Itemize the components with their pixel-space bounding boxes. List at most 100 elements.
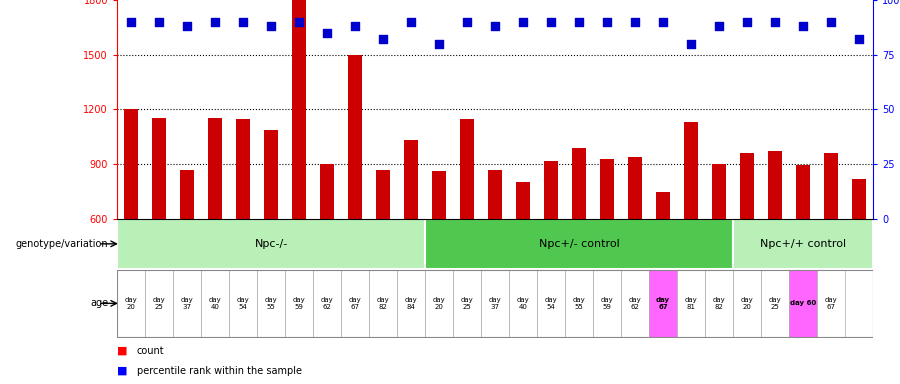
Bar	[425, 219, 733, 269]
Text: percentile rank within the sample: percentile rank within the sample	[137, 366, 302, 376]
Bar	[817, 270, 845, 336]
Bar	[432, 171, 446, 219]
Text: day
55: day 55	[572, 297, 585, 310]
Point	[599, 19, 614, 25]
Text: day
40: day 40	[517, 297, 529, 310]
Bar	[376, 170, 390, 219]
Bar	[404, 141, 418, 219]
Bar	[684, 122, 698, 219]
Bar	[544, 161, 558, 219]
Point	[544, 19, 558, 25]
Point	[572, 19, 586, 25]
Bar	[768, 151, 782, 219]
Point	[376, 36, 391, 43]
Bar	[565, 270, 593, 336]
Text: ■: ■	[117, 346, 131, 356]
Text: day
84: day 84	[405, 297, 418, 310]
Bar	[117, 219, 425, 269]
Bar	[649, 270, 677, 336]
Text: ■: ■	[117, 366, 131, 376]
Point	[264, 23, 278, 29]
Bar	[516, 182, 530, 219]
Point	[768, 19, 782, 25]
Point	[347, 23, 362, 29]
Bar	[460, 119, 474, 219]
Point	[516, 19, 530, 25]
Text: day
67: day 67	[656, 297, 670, 310]
Text: day
54: day 54	[237, 297, 249, 310]
Point	[824, 19, 838, 25]
Bar	[173, 270, 201, 336]
Point	[180, 23, 194, 29]
Point	[432, 41, 446, 47]
Point	[460, 19, 474, 25]
Bar	[852, 179, 866, 219]
Bar	[117, 270, 145, 336]
Bar	[789, 270, 817, 336]
Bar	[600, 159, 614, 219]
Point	[152, 19, 166, 25]
Bar	[796, 165, 810, 219]
Bar	[621, 270, 649, 336]
Point	[684, 41, 698, 47]
Bar	[292, 0, 306, 219]
Text: day
55: day 55	[265, 297, 277, 310]
Bar	[628, 157, 642, 219]
Bar	[208, 118, 222, 219]
Bar	[397, 270, 425, 336]
Text: day
62: day 62	[320, 297, 333, 310]
Text: day
54: day 54	[544, 297, 557, 310]
Bar	[733, 219, 873, 269]
Bar	[229, 270, 257, 336]
Bar	[593, 270, 621, 336]
Bar	[537, 270, 565, 336]
Point	[796, 23, 810, 29]
Bar	[348, 55, 362, 219]
Bar	[313, 270, 341, 336]
Text: day
37: day 37	[489, 297, 501, 310]
Text: day 60: day 60	[790, 300, 816, 306]
Bar	[705, 270, 733, 336]
Bar	[572, 148, 586, 219]
Bar	[824, 153, 838, 219]
Text: genotype/variation: genotype/variation	[15, 239, 108, 249]
Text: count: count	[137, 346, 165, 356]
Text: day
20: day 20	[433, 297, 446, 310]
Bar	[264, 129, 278, 219]
Text: day
67: day 67	[348, 297, 362, 310]
Text: day
25: day 25	[153, 297, 166, 310]
Bar	[285, 270, 313, 336]
Point	[740, 19, 754, 25]
Bar	[712, 164, 726, 219]
Bar	[236, 119, 250, 219]
Text: day
59: day 59	[600, 297, 614, 310]
Text: Npc-/-: Npc-/-	[255, 239, 288, 249]
Bar	[145, 270, 173, 336]
Point	[628, 19, 643, 25]
Text: day
20: day 20	[124, 297, 138, 310]
Bar	[369, 270, 397, 336]
Text: day
37: day 37	[181, 297, 194, 310]
Point	[292, 19, 306, 25]
Bar	[656, 192, 670, 219]
Text: Npc+/+ control: Npc+/+ control	[760, 239, 846, 249]
Text: day
67: day 67	[824, 297, 837, 310]
Bar	[733, 270, 761, 336]
Point	[851, 36, 866, 43]
Bar	[677, 270, 705, 336]
Text: day
81: day 81	[685, 297, 698, 310]
Point	[656, 19, 670, 25]
Text: day
82: day 82	[376, 297, 390, 310]
Bar	[740, 153, 754, 219]
Bar	[761, 270, 789, 336]
Text: day
25: day 25	[461, 297, 473, 310]
Text: day
25: day 25	[769, 297, 781, 310]
Text: day
82: day 82	[713, 297, 725, 310]
Point	[488, 23, 502, 29]
Text: Npc+/- control: Npc+/- control	[538, 239, 619, 249]
Point	[320, 30, 334, 36]
Bar	[341, 270, 369, 336]
Point	[236, 19, 250, 25]
Point	[712, 23, 726, 29]
Point	[124, 19, 139, 25]
